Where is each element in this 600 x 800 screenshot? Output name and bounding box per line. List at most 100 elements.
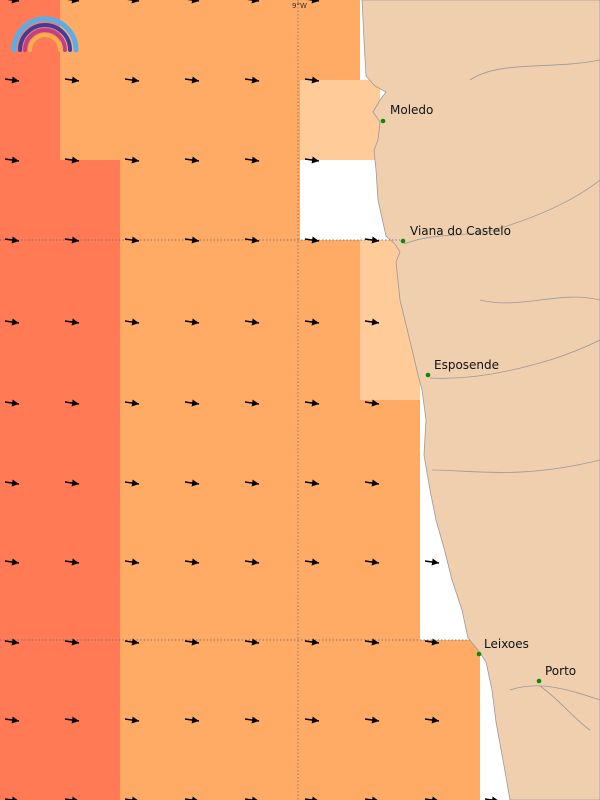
wind-arrow — [4, 796, 19, 800]
wind-arrow — [64, 638, 80, 646]
wind-arrow — [64, 479, 80, 487]
admin-boundary — [479, 296, 600, 304]
land-lines — [403, 59, 600, 731]
place-label-viana: Viana do Castelo — [410, 224, 511, 238]
wind-arrow — [304, 236, 320, 244]
wind-arrow — [364, 558, 380, 566]
wind-arrow — [364, 716, 380, 724]
river-branch — [539, 685, 591, 731]
wind-arrow — [64, 236, 80, 244]
wind-arrow — [304, 318, 320, 326]
place-label-moledo: Moledo — [390, 103, 433, 117]
wind-arrow — [304, 796, 319, 800]
wind-arrow — [64, 558, 80, 566]
wind-arrow — [4, 399, 20, 407]
wind-arrow — [187, 0, 200, 4]
wind-arrow — [4, 156, 20, 164]
wind-arrow — [124, 76, 140, 84]
cell-mid — [120, 240, 360, 400]
wind-arrow — [4, 318, 20, 326]
wind-arrow — [424, 716, 440, 724]
wind-arrow — [64, 156, 80, 164]
wind-arrow — [244, 318, 260, 326]
wind-arrow — [7, 0, 20, 4]
wind-arrow — [244, 399, 260, 407]
wind-arrow — [244, 558, 260, 566]
wind-arrow — [304, 716, 320, 724]
river-cavado — [429, 339, 600, 379]
wind-arrow — [244, 76, 260, 84]
wind-arrow — [364, 318, 380, 326]
place-label-esposende: Esposende — [434, 358, 499, 372]
wind-arrow — [64, 796, 79, 800]
wind-arrow — [244, 156, 260, 164]
wind-arrows — [4, 0, 499, 800]
wind-arrow — [4, 638, 20, 646]
river-lima — [403, 179, 600, 245]
wind-arrow — [244, 479, 260, 487]
wind-arrow — [184, 479, 200, 487]
place-label-leixoes: Leixoes — [484, 637, 529, 651]
cell-mid — [120, 640, 480, 800]
wind-arrow — [184, 716, 200, 724]
wind-arrow — [184, 638, 200, 646]
wind-arrow — [184, 236, 200, 244]
place-label-porto: Porto — [545, 664, 576, 678]
rainbow-logo — [11, 16, 79, 53]
wind-arrow — [64, 318, 80, 326]
wind-arrow — [64, 399, 80, 407]
wind-arrow — [304, 479, 320, 487]
wind-arrow — [244, 236, 260, 244]
wind-arrow — [304, 156, 320, 164]
place-dot-leixoes — [476, 651, 482, 657]
cell-mid — [60, 0, 360, 80]
place-dot-esposende — [425, 372, 431, 378]
cell-mid — [120, 400, 420, 640]
wind-arrow — [124, 638, 140, 646]
wind-arrow — [424, 558, 440, 566]
wind-arrow — [64, 76, 80, 84]
wind-arrow — [124, 236, 140, 244]
wind-arrow — [4, 479, 20, 487]
wind-arrow — [4, 716, 20, 724]
wind-arrow — [364, 796, 379, 800]
wind-arrow — [124, 716, 140, 724]
wind-arrow — [184, 76, 200, 84]
wind-arrow — [184, 558, 200, 566]
wind-arrow — [364, 399, 380, 407]
land-area — [361, 0, 600, 800]
wind-arrow — [244, 638, 260, 646]
wind-arrow — [364, 638, 380, 646]
river-douro — [509, 685, 600, 701]
wind-arrow — [124, 318, 140, 326]
river-ave — [431, 459, 600, 473]
wind-arrow — [307, 0, 320, 4]
wind-arrow — [364, 236, 380, 244]
wind-arrow — [424, 638, 440, 646]
wind-arrow — [184, 156, 200, 164]
meridian-label: 9°W — [292, 2, 307, 10]
cell-mid — [60, 80, 300, 160]
wind-arrow — [4, 76, 20, 84]
wind-arrow — [304, 638, 320, 646]
wind-arrow — [127, 0, 140, 4]
wind-arrow — [64, 716, 80, 724]
wind-arrow — [484, 796, 499, 800]
wind-arrow — [364, 479, 380, 487]
place-dot-porto — [536, 678, 542, 684]
place-dot-moledo — [380, 118, 386, 124]
wind-arrow — [184, 796, 199, 800]
cell-light — [300, 80, 380, 160]
wind-arrow — [124, 558, 140, 566]
wind-arrow — [424, 796, 439, 800]
wind-arrow — [124, 479, 140, 487]
wind-arrow — [304, 76, 320, 84]
wind-arrow — [124, 399, 140, 407]
places: Moledo Viana do Castelo Esposende Leixoe… — [380, 103, 576, 684]
wind-arrow — [244, 796, 259, 800]
wind-arrow — [4, 236, 20, 244]
wind-arrow — [4, 558, 20, 566]
wind-arrow — [184, 399, 200, 407]
wind-arrow — [304, 558, 320, 566]
